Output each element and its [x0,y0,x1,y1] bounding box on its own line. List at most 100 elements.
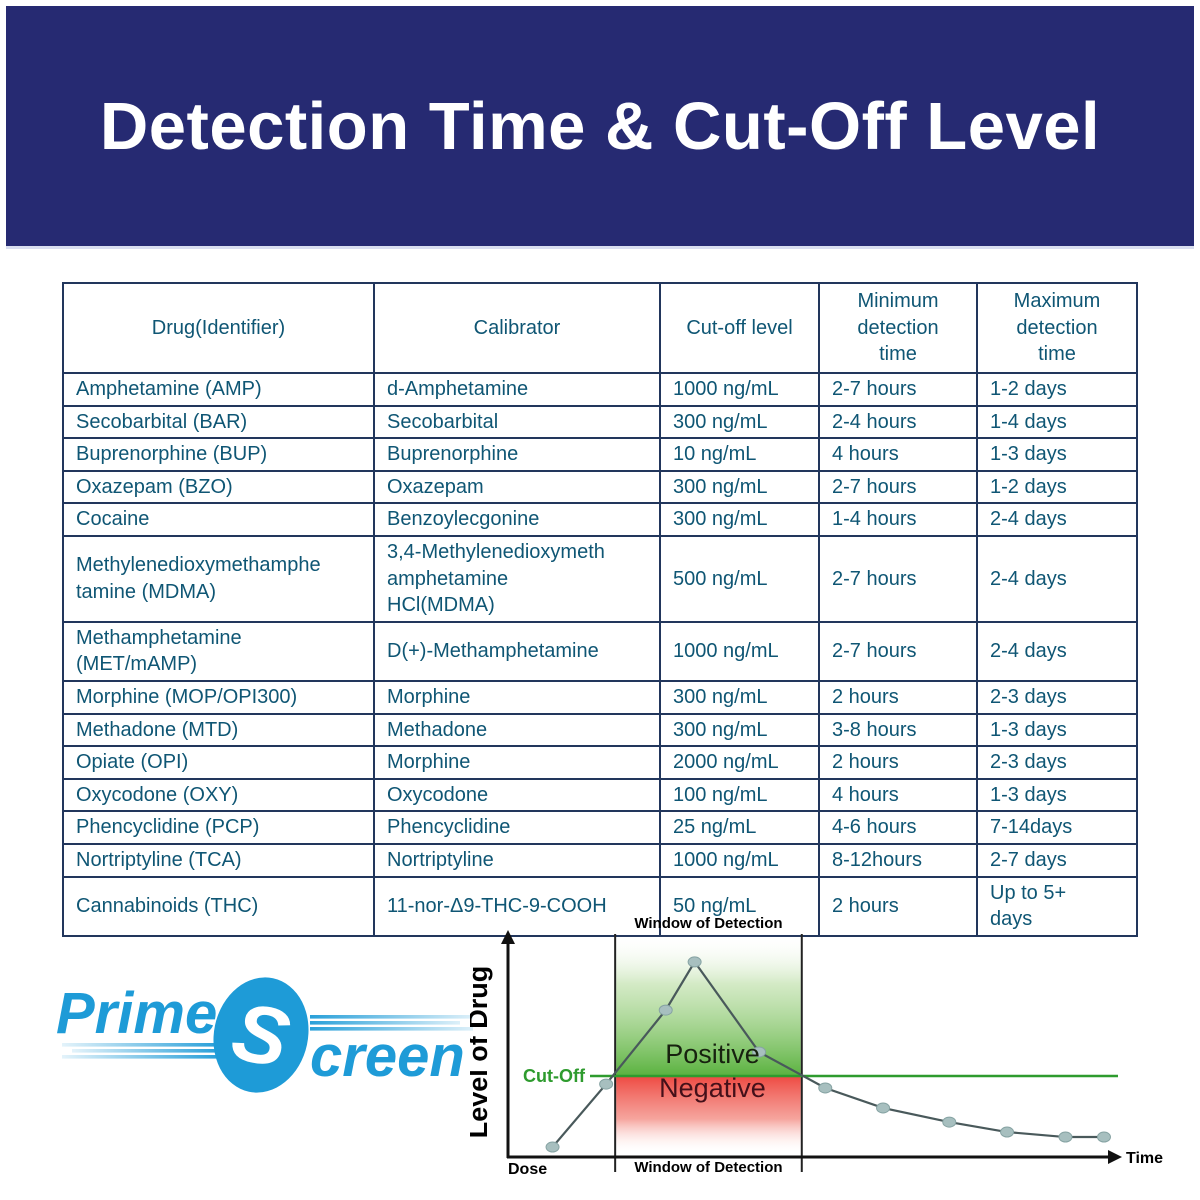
data-point-dot [1058,1131,1073,1143]
table-cell: 1-4 hours [818,502,978,537]
logo-text-creen: creen [310,1024,465,1089]
y-axis-arrow [501,930,515,944]
table-cell: 1-4 days [976,404,1138,440]
table-cell: 1-3 days [976,712,1138,748]
table-cell: 2-4 days [976,534,1138,623]
table-row: Oxazepam (BZO) Oxazepam 300 ng/mL 2-7 hours… [62,469,1138,505]
table-cell: Morphine (MOP/OPI300) [62,679,375,715]
table-cell: 2-4 hours [818,404,978,440]
primescreen-logo-graphic: Prime S creen [56,977,473,1093]
table-cell: D(+)-Methamphetamine [373,620,661,682]
data-point-dot [1096,1131,1111,1143]
table-cell: Oxycodone [373,777,661,813]
data-point-dot [545,1141,560,1153]
table-cell: Methadone [373,712,661,748]
table-cell: Nortriptyline [373,842,661,878]
table-cell: 10 ng/mL [659,437,820,472]
table-cell: Cannabinoids (THC) [62,875,375,937]
table-row: Buprenorphine (BUP) Buprenorphine 10 ng/mL… [62,437,1138,472]
window-label-top: Window of Detection [634,915,782,932]
table-cell: 2-3 days [976,679,1138,715]
table-cell: Oxazepam (BZO) [62,469,375,505]
logo-speed-lines-left [62,1043,217,1059]
data-point-dot [942,1116,957,1128]
table-cell: Secobarbital [373,404,661,440]
detection-table: Drug(Identifier) Calibrator Cut-off leve… [62,282,1138,937]
table-cell: Methylenedioxymethamphe tamine (MDMA) [62,534,375,623]
primescreen-logo: Prime S creen [48,975,478,1105]
table-cell: 2-3 days [976,745,1138,780]
table-cell: 2-4 days [976,502,1138,537]
y-axis-label: Level of Drug [470,966,493,1139]
table-row: Cocaine Benzoylecgonine 300 ng/mL 1-4 hours… [62,502,1138,537]
col-header-drug: Drug(Identifier) [62,282,375,374]
chart-svg: Level of Drug Time Dose Window of Detect… [463,915,1163,1178]
table-cell: Methadone (MTD) [62,712,375,748]
axes [506,940,1112,1159]
curve-data-points [545,956,1111,1153]
table-cell: 2000 ng/mL [659,745,820,780]
table-cell: 7-14days [976,810,1138,845]
table-row: Phencyclidine (PCP) Phencyclidine 25 ng/mL… [62,810,1138,845]
table-cell: 50 ng/mL [659,875,820,937]
logo-speed-lines-right [310,1015,473,1031]
table-cell: 3,4-Methylenedioxymeth amphetamine HCl(M… [373,534,661,623]
table-cell: 2-7 hours [818,534,978,623]
table-cell: 2-7 hours [818,620,978,682]
table-cell: 1000 ng/mL [659,372,820,407]
table-cell: Methamphetamine (MET/mAMP) [62,620,375,682]
table-cell: 2 hours [818,679,978,715]
table-cell: 2-4 days [976,620,1138,682]
table-cell: 11-nor-Δ9-THC-9-COOH [373,875,661,937]
window-label-bottom: Window of Detection [634,1159,782,1176]
table-cell: 2 hours [818,875,978,937]
table-row: Oxycodone (OXY) Oxycodone 100 ng/mL 4 hours… [62,777,1138,813]
positive-label: Positive [665,1039,760,1069]
table-cell: 300 ng/mL [659,469,820,505]
table-cell: 300 ng/mL [659,404,820,440]
data-point-dot [687,956,702,968]
table-cell: 1000 ng/mL [659,842,820,878]
table-cell: 300 ng/mL [659,712,820,748]
table-cell: Morphine [373,679,661,715]
table-cell: Phencyclidine [373,810,661,845]
data-point-dot [599,1078,614,1090]
table-header-row: Drug(Identifier) Calibrator Cut-off leve… [62,282,1138,374]
col-header-calibrator: Calibrator [373,282,661,374]
table-cell: Benzoylecgonine [373,502,661,537]
table-row: Secobarbital (BAR) Secobarbital 300 ng/mL 2… [62,404,1138,440]
table-cell: Amphetamine (AMP) [62,372,375,407]
data-point-dot [752,1046,767,1058]
table-cell: 2-7 days [976,842,1138,878]
table-cell: 1000 ng/mL [659,620,820,682]
table-cell: Oxazepam [373,469,661,505]
table-cell: 2 hours [818,745,978,780]
table-cell: 4 hours [818,777,978,813]
table-cell: d-Amphetamine [373,372,661,407]
table-cell: 500 ng/mL [659,534,820,623]
col-header-max-detection: Maximum detection time [976,282,1138,374]
table-cell: 300 ng/mL [659,502,820,537]
table-cell: 4 hours [818,437,978,472]
table-cell: 4-6 hours [818,810,978,845]
col-header-min-detection: Minimum detection time [818,282,978,374]
table-row: Morphine (MOP/OPI300) Morphine 300 ng/mL 2 … [62,679,1138,715]
table-row: Opiate (OPI) Morphine 2000 ng/mL 2 hours 2-3… [62,745,1138,780]
table-cell: 3-8 hours [818,712,978,748]
table-cell: 2-7 hours [818,469,978,505]
table-row: Methamphetamine (MET/mAMP) D(+)-Methamphe… [62,620,1138,682]
table-cell: 25 ng/mL [659,810,820,845]
logo-text-prime: Prime [56,981,217,1046]
table-cell: 2-7 hours [818,372,978,407]
table-cell: Opiate (OPI) [62,745,375,780]
table-cell: Nortriptyline (TCA) [62,842,375,878]
table-cell: Secobarbital (BAR) [62,404,375,440]
table-row: Nortriptyline (TCA) Nortriptyline 1000 ng/… [62,842,1138,878]
table-cell: 1-2 days [976,469,1138,505]
table-cell: Morphine [373,745,661,780]
data-point-dot [658,1004,673,1016]
positive-region [616,934,801,1077]
data-point-dot [876,1102,891,1114]
dose-label: Dose [508,1161,547,1178]
